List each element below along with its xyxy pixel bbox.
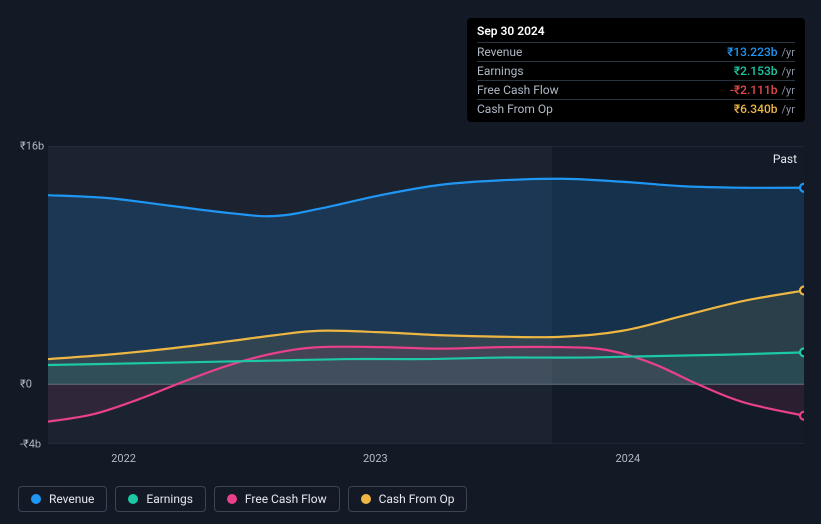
- past-label: Past: [773, 152, 797, 166]
- tooltip-metric-value: ₹2.153b/yr: [734, 64, 795, 78]
- tooltip-metric-value: ₹13.223b/yr: [727, 45, 795, 59]
- x-axis-label: 2022: [111, 452, 136, 465]
- legend-dot-icon: [227, 494, 237, 504]
- y-axis-label: ₹0: [20, 378, 32, 391]
- data-tooltip: Sep 30 2024 Revenue ₹13.223b/yr Earnings ₹2…: [467, 18, 805, 122]
- chart-area: [48, 146, 804, 444]
- legend-dot-icon: [361, 494, 371, 504]
- legend-item-earnings[interactable]: Earnings: [115, 486, 206, 512]
- tooltip-date: Sep 30 2024: [477, 24, 795, 42]
- tooltip-row: Cash From Op ₹6.340b/yr: [477, 99, 795, 118]
- tooltip-metric-label: Cash From Op: [477, 102, 553, 116]
- y-axis-label: -₹4b: [20, 438, 41, 451]
- tooltip-row: Earnings ₹2.153b/yr: [477, 61, 795, 80]
- tooltip-metric-value: -₹2.111b/yr: [730, 83, 795, 97]
- tooltip-metric-label: Earnings: [477, 64, 524, 78]
- legend-label: Free Cash Flow: [245, 492, 327, 506]
- legend-label: Earnings: [146, 492, 193, 506]
- legend-dot-icon: [31, 494, 41, 504]
- legend-label: Cash From Op: [379, 492, 455, 506]
- tooltip-row: Revenue ₹13.223b/yr: [477, 42, 795, 61]
- legend-item-free-cash-flow[interactable]: Free Cash Flow: [214, 486, 340, 512]
- tooltip-metric-label: Revenue: [477, 45, 522, 59]
- x-axis-label: 2023: [363, 452, 388, 465]
- legend-label: Revenue: [49, 492, 94, 506]
- tooltip-metric-label: Free Cash Flow: [477, 83, 559, 97]
- chart-svg: [48, 146, 804, 444]
- legend-dot-icon: [128, 494, 138, 504]
- tooltip-row: Free Cash Flow -₹2.111b/yr: [477, 80, 795, 99]
- legend-item-revenue[interactable]: Revenue: [18, 486, 107, 512]
- x-axis-label: 2024: [615, 452, 640, 465]
- legend-item-cash-from-op[interactable]: Cash From Op: [348, 486, 468, 512]
- y-axis-label: ₹16b: [20, 140, 44, 153]
- legend: Revenue Earnings Free Cash Flow Cash From O…: [18, 486, 467, 512]
- tooltip-metric-value: ₹6.340b/yr: [734, 102, 795, 116]
